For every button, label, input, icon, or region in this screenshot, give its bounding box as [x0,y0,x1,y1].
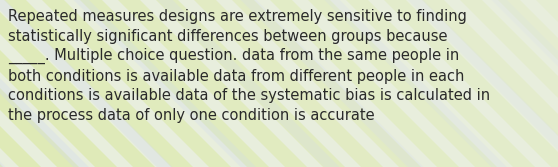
Polygon shape [74,0,256,167]
Polygon shape [498,0,558,167]
Polygon shape [0,0,5,167]
Polygon shape [0,0,3,167]
Polygon shape [346,0,535,167]
Polygon shape [232,0,421,167]
Polygon shape [80,0,269,167]
Polygon shape [4,0,193,167]
Polygon shape [156,0,345,167]
Polygon shape [270,0,459,167]
Polygon shape [118,0,307,167]
Polygon shape [0,0,117,167]
Polygon shape [492,0,558,167]
Polygon shape [460,0,558,167]
Polygon shape [324,0,507,167]
Text: Repeated measures designs are extremely sensitive to finding
statistically signi: Repeated measures designs are extremely … [8,9,490,123]
Polygon shape [0,0,155,167]
Polygon shape [384,0,558,167]
Polygon shape [0,0,79,167]
Polygon shape [0,0,172,167]
Polygon shape [42,0,231,167]
Polygon shape [0,0,41,167]
Polygon shape [0,0,89,167]
Polygon shape [308,0,497,167]
Polygon shape [157,0,340,167]
Polygon shape [422,0,558,167]
Polygon shape [536,0,558,167]
Polygon shape [241,0,423,167]
Polygon shape [194,0,383,167]
Polygon shape [408,0,558,167]
